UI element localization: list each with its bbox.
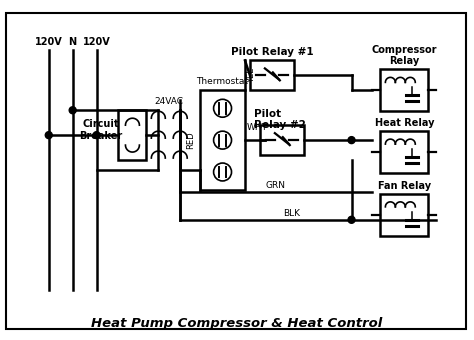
Bar <box>381 131 428 173</box>
Text: YEL: YEL <box>247 68 256 83</box>
Text: 120V: 120V <box>35 36 63 47</box>
Text: Pilot Relay #1: Pilot Relay #1 <box>230 48 313 57</box>
Text: WHT: WHT <box>247 123 268 132</box>
Bar <box>260 125 304 155</box>
Bar <box>118 110 146 160</box>
Bar <box>250 61 294 90</box>
Text: Pilot
Relay #2: Pilot Relay #2 <box>254 108 306 130</box>
Text: Fan Relay: Fan Relay <box>378 181 431 191</box>
Circle shape <box>214 163 231 181</box>
Text: Heat Pump Compressor & Heat Control: Heat Pump Compressor & Heat Control <box>91 317 383 330</box>
Text: Compressor
Relay: Compressor Relay <box>372 45 437 66</box>
Text: BLK: BLK <box>283 209 300 218</box>
Text: 24VAC: 24VAC <box>155 97 184 106</box>
Text: Heat Relay: Heat Relay <box>374 118 434 128</box>
Text: N: N <box>69 36 77 47</box>
Text: 120V: 120V <box>82 36 110 47</box>
Circle shape <box>348 137 355 143</box>
Text: RED: RED <box>186 131 195 149</box>
Text: GRN: GRN <box>266 181 286 190</box>
Bar <box>200 90 245 190</box>
Circle shape <box>69 107 76 114</box>
Circle shape <box>348 216 355 223</box>
Bar <box>381 194 428 236</box>
Circle shape <box>214 131 231 149</box>
Text: Thermostat: Thermostat <box>197 77 248 86</box>
Circle shape <box>46 132 52 139</box>
Bar <box>381 69 428 111</box>
Text: Circuit
Breaker: Circuit Breaker <box>79 119 122 141</box>
Circle shape <box>93 132 100 139</box>
Circle shape <box>214 99 231 117</box>
